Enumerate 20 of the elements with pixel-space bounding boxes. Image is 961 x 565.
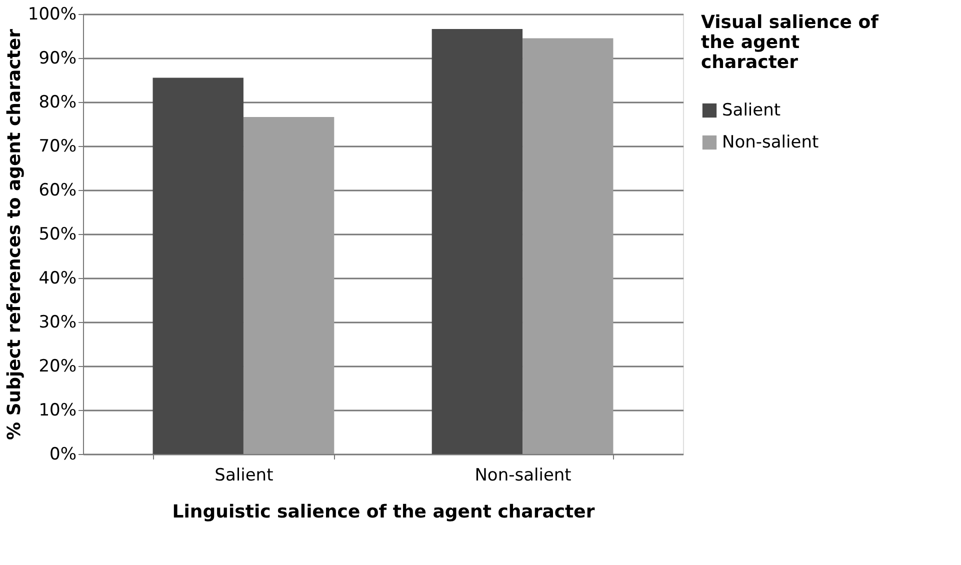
bar xyxy=(152,78,244,454)
legend-label: Non-salient xyxy=(722,132,819,152)
y-tick-label: 10% xyxy=(38,400,76,420)
y-tick-label: 90% xyxy=(38,48,76,68)
bar xyxy=(522,38,614,454)
bar xyxy=(432,28,523,454)
legend-label: Salient xyxy=(722,100,781,120)
legend-title: Visual salience of the agent character xyxy=(701,12,879,73)
bar xyxy=(243,116,334,454)
y-tick-label: 70% xyxy=(38,136,76,156)
y-axis-title: % Subject references to agent character xyxy=(4,28,25,440)
y-tick-label: 30% xyxy=(38,312,76,332)
y-tick-label: 0% xyxy=(50,444,76,464)
y-tick-label: 20% xyxy=(38,356,76,376)
y-tick-label: 60% xyxy=(38,180,76,200)
y-tick-label: 50% xyxy=(38,224,76,244)
y-tick-label: 80% xyxy=(38,92,76,112)
x-axis-title: Linguistic salience of the agent character xyxy=(172,502,595,522)
y-tick-label: 100% xyxy=(28,4,76,24)
y-tick-label: 40% xyxy=(38,268,76,288)
